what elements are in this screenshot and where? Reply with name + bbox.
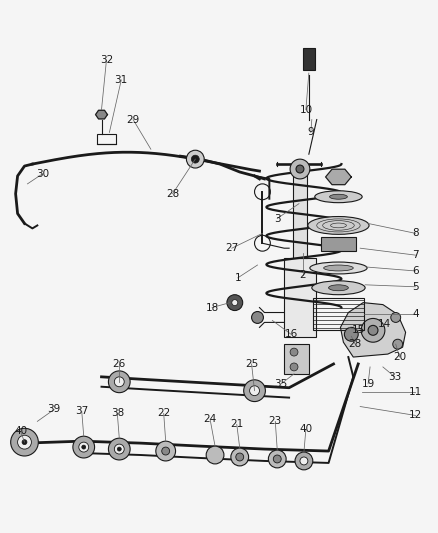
Text: 39: 39	[47, 405, 61, 415]
Text: 22: 22	[157, 408, 170, 418]
Text: 6: 6	[412, 266, 419, 276]
Circle shape	[268, 450, 286, 468]
Circle shape	[236, 453, 244, 461]
Text: 18: 18	[205, 303, 219, 312]
Circle shape	[73, 436, 95, 458]
Text: 9: 9	[307, 127, 314, 138]
Polygon shape	[284, 344, 309, 374]
Circle shape	[11, 429, 38, 456]
Polygon shape	[325, 169, 351, 184]
Circle shape	[22, 440, 27, 445]
Circle shape	[117, 447, 121, 451]
Circle shape	[296, 165, 304, 173]
Circle shape	[344, 327, 358, 341]
Text: 10: 10	[299, 104, 312, 115]
Ellipse shape	[308, 216, 369, 235]
Circle shape	[206, 446, 224, 464]
Circle shape	[290, 159, 310, 179]
Circle shape	[300, 457, 308, 465]
Ellipse shape	[315, 191, 362, 203]
Text: 26: 26	[113, 359, 126, 369]
Circle shape	[251, 311, 263, 324]
Text: 24: 24	[204, 414, 217, 424]
Text: 11: 11	[409, 386, 422, 397]
FancyBboxPatch shape	[321, 237, 356, 251]
Text: 4: 4	[412, 310, 419, 319]
Circle shape	[361, 318, 385, 342]
FancyBboxPatch shape	[284, 258, 316, 337]
Circle shape	[114, 444, 124, 454]
Circle shape	[79, 442, 88, 452]
Circle shape	[18, 435, 32, 449]
Text: 2: 2	[300, 270, 306, 280]
Circle shape	[187, 150, 204, 168]
Ellipse shape	[329, 194, 347, 199]
Circle shape	[290, 363, 298, 371]
Text: 31: 31	[115, 75, 128, 85]
Text: 16: 16	[284, 329, 298, 340]
Text: 20: 20	[393, 352, 406, 362]
Circle shape	[290, 348, 298, 356]
Polygon shape	[340, 303, 406, 357]
Ellipse shape	[328, 285, 348, 290]
Text: 40: 40	[299, 424, 312, 434]
Text: 35: 35	[275, 379, 288, 389]
Ellipse shape	[324, 265, 353, 271]
Text: 40: 40	[14, 426, 27, 437]
Circle shape	[368, 325, 378, 335]
Text: 8: 8	[412, 228, 419, 238]
Text: 1: 1	[234, 273, 241, 283]
Text: 25: 25	[245, 359, 258, 369]
Text: 14: 14	[378, 319, 392, 329]
Ellipse shape	[312, 281, 365, 295]
Circle shape	[156, 441, 176, 461]
Text: 15: 15	[352, 325, 365, 335]
Text: 38: 38	[111, 408, 124, 418]
FancyBboxPatch shape	[303, 49, 315, 70]
Circle shape	[109, 438, 130, 460]
Text: 12: 12	[409, 410, 422, 421]
Text: 28: 28	[349, 339, 362, 349]
Circle shape	[244, 380, 265, 401]
Text: 5: 5	[412, 282, 419, 292]
Polygon shape	[95, 110, 107, 119]
Text: 29: 29	[127, 115, 140, 125]
Text: 27: 27	[225, 243, 238, 253]
Circle shape	[250, 386, 259, 395]
Ellipse shape	[310, 262, 367, 274]
FancyBboxPatch shape	[293, 164, 307, 258]
Circle shape	[114, 377, 124, 387]
Circle shape	[191, 155, 199, 163]
Circle shape	[162, 447, 170, 455]
Circle shape	[391, 312, 401, 322]
Text: 23: 23	[268, 416, 282, 426]
Text: 19: 19	[361, 379, 375, 389]
Circle shape	[227, 295, 243, 311]
Circle shape	[273, 455, 281, 463]
Circle shape	[393, 339, 403, 349]
Circle shape	[232, 300, 238, 305]
Text: 3: 3	[274, 214, 281, 223]
Text: 33: 33	[388, 372, 401, 382]
Text: 28: 28	[166, 189, 179, 199]
Circle shape	[109, 371, 130, 393]
Circle shape	[231, 448, 249, 466]
Text: 7: 7	[412, 250, 419, 260]
Text: 30: 30	[36, 169, 49, 179]
Text: 37: 37	[75, 407, 88, 416]
Circle shape	[295, 452, 313, 470]
Circle shape	[82, 445, 86, 449]
Text: 32: 32	[100, 55, 113, 65]
Text: 21: 21	[230, 419, 244, 430]
